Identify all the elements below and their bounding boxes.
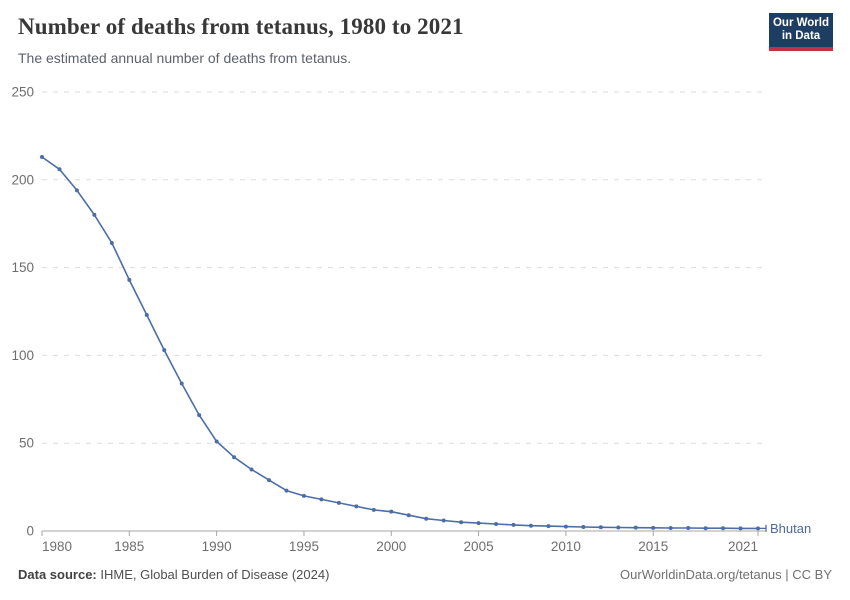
- data-point: [284, 488, 289, 493]
- data-point: [319, 497, 324, 502]
- data-point: [668, 526, 673, 531]
- data-point: [424, 516, 429, 521]
- x-axis-tick-label: 1985: [114, 539, 144, 554]
- data-point: [494, 521, 499, 526]
- data-point: [249, 467, 254, 472]
- data-point: [633, 525, 638, 530]
- y-axis-tick-label: 200: [11, 172, 34, 187]
- data-point: [109, 241, 114, 246]
- data-point: [267, 478, 272, 483]
- line-series-bhutan: [41, 156, 759, 530]
- owid-logo[interactable]: Our World in Data: [769, 13, 833, 51]
- y-axis-tick-label: 100: [11, 348, 34, 363]
- data-point: [40, 154, 44, 159]
- data-point: [336, 500, 341, 505]
- data-point: [406, 513, 411, 518]
- data-point: [528, 523, 533, 528]
- x-axis-tick-label: 1995: [289, 539, 319, 554]
- y-axis-tick-label: 50: [19, 436, 34, 451]
- x-axis-tick-label: 2010: [551, 539, 581, 554]
- data-point: [441, 518, 446, 523]
- owid-logo-line1: Our World: [772, 17, 829, 29]
- chart-footer: Data source: IHME, Global Burden of Dise…: [0, 567, 850, 589]
- data-point: [459, 520, 464, 525]
- data-point: [703, 526, 708, 531]
- data-point: [581, 524, 586, 529]
- data-point: [651, 525, 656, 530]
- data-point: [616, 525, 621, 530]
- chart-title: Number of deaths from tetanus, 1980 to 2…: [18, 14, 464, 39]
- data-point: [371, 507, 376, 512]
- data-point: [598, 525, 603, 530]
- x-axis-tick-label: 2005: [464, 539, 494, 554]
- data-point: [511, 522, 516, 527]
- x-axis-tick-label: 2015: [638, 539, 668, 554]
- data-point: [92, 212, 97, 217]
- data-point: [301, 493, 306, 498]
- x-axis-tick-label: 2000: [376, 539, 406, 554]
- data-point: [197, 413, 202, 418]
- data-point: [563, 524, 568, 529]
- data-point: [738, 526, 743, 531]
- data-point: [57, 167, 62, 172]
- data-point: [354, 504, 359, 509]
- y-axis-tick-label: 0: [26, 524, 34, 539]
- data-point: [232, 455, 237, 460]
- y-axis-tick-label: 250: [11, 85, 34, 100]
- data-point: [144, 313, 149, 318]
- credit-link[interactable]: OurWorldinData.org/tetanus | CC BY: [620, 567, 832, 582]
- y-axis-tick-label: 150: [11, 260, 34, 275]
- entity-label: Bhutan: [770, 521, 811, 536]
- data-point: [476, 521, 481, 526]
- data-source-line: Data source: IHME, Global Burden of Dise…: [18, 567, 329, 582]
- data-point: [721, 526, 726, 531]
- owid-logo-line2: in Data: [781, 30, 821, 42]
- x-axis-tick-label: 1990: [202, 539, 232, 554]
- data-point: [546, 524, 551, 529]
- data-point: [162, 348, 167, 353]
- x-axis-tick-label: 1980: [42, 539, 72, 554]
- chart-subtitle: The estimated annual number of deaths fr…: [18, 50, 352, 66]
- data-point: [127, 277, 132, 282]
- data-point: [74, 188, 79, 193]
- data-point: [214, 439, 219, 444]
- data-source-text: IHME, Global Burden of Disease (2024): [96, 567, 330, 582]
- data-point: [686, 526, 691, 531]
- x-axis-tick-label: 2021: [728, 539, 758, 554]
- data-point: [389, 509, 394, 514]
- data-source-label: Data source:: [18, 567, 97, 582]
- data-point: [179, 381, 184, 386]
